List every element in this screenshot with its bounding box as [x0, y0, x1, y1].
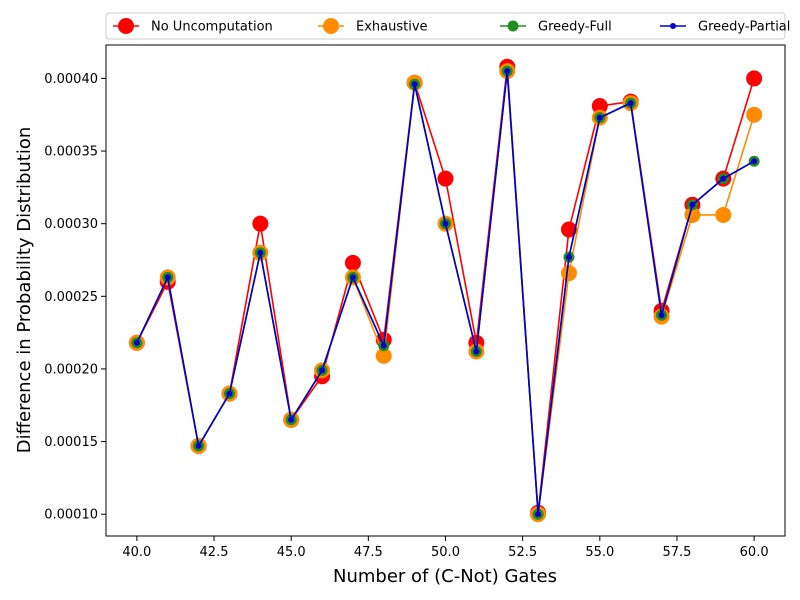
- x-tick-label: 42.5: [200, 545, 229, 560]
- y-tick-label: 0.00030: [44, 217, 98, 232]
- x-tick-label: 45.0: [277, 545, 306, 560]
- legend-marker: [670, 23, 676, 29]
- data-point: [344, 254, 361, 271]
- legend-label: No Uncomputation: [151, 20, 273, 35]
- y-tick-label: 0.00020: [44, 362, 98, 377]
- data-point: [442, 220, 449, 227]
- legend-label: Exhaustive: [356, 20, 428, 35]
- legend-item: No Uncomputation: [113, 18, 273, 35]
- legend-label: Greedy-Full: [538, 20, 612, 35]
- y-tick-label: 0.00025: [44, 290, 98, 305]
- x-axis-ticks: 40.0 42.5 45.0 47.5 50.0 52.5 55.0 57.5 60.0: [122, 536, 769, 560]
- legend-item: Greedy-Full: [500, 20, 612, 35]
- series-no-uncomputation: [128, 58, 763, 521]
- data-point: [473, 348, 480, 355]
- data-point: [288, 416, 295, 423]
- y-tick-label: 0.00015: [44, 435, 98, 450]
- data-point: [591, 98, 608, 115]
- data-point: [375, 347, 392, 364]
- x-tick-label: 57.5: [663, 545, 692, 560]
- data-point: [437, 170, 454, 187]
- series-line: [136, 71, 755, 515]
- data-point: [746, 70, 763, 87]
- data-point: [627, 100, 634, 107]
- x-tick-label: 52.5: [508, 545, 537, 560]
- y-tick-label: 0.00035: [44, 145, 98, 160]
- series-line: [136, 71, 755, 515]
- data-point: [504, 68, 511, 75]
- data-point: [195, 442, 202, 449]
- data-point: [380, 342, 387, 349]
- legend: No Uncomputation Exhaustive Greedy-Full Gre…: [105, 12, 790, 40]
- data-point: [596, 114, 603, 121]
- data-point: [133, 339, 140, 346]
- data-point: [226, 390, 233, 397]
- x-tick-label: 40.0: [122, 545, 151, 560]
- series-greedy-partial: [133, 68, 758, 518]
- data-point: [560, 221, 577, 238]
- data-point: [164, 274, 171, 281]
- data-point: [252, 215, 269, 232]
- x-tick-label: 50.0: [431, 545, 460, 560]
- legend-item: Greedy-Partial: [660, 20, 790, 35]
- data-point: [715, 206, 732, 223]
- y-axis-ticks: 0.00010 0.00015 0.00020 0.00025 0.00030 0.000…: [44, 72, 106, 523]
- data-point: [565, 254, 572, 261]
- data-point: [720, 175, 727, 182]
- series-line: [136, 71, 755, 515]
- legend-label: Greedy-Partial: [698, 20, 790, 35]
- data-point: [689, 201, 696, 208]
- data-point: [257, 249, 264, 256]
- y-tick-label: 0.00010: [44, 508, 98, 523]
- legend-frame: [105, 12, 786, 40]
- data-point: [658, 312, 665, 319]
- x-tick-label: 47.5: [354, 545, 383, 560]
- series-line: [136, 66, 755, 513]
- y-tick-label: 0.00040: [44, 72, 98, 87]
- data-point: [535, 511, 542, 518]
- data-point: [746, 106, 763, 123]
- legend-marker: [507, 20, 519, 32]
- data-point: [411, 81, 418, 88]
- x-axis-label: Number of (C-Not) Gates: [333, 566, 557, 587]
- series-greedy-full: [131, 65, 760, 520]
- y-axis-label: Difference in Probability Distribution: [14, 127, 35, 454]
- data-point: [319, 367, 326, 374]
- data-point: [751, 158, 758, 165]
- plot-frame: [105, 44, 786, 537]
- legend-marker: [323, 18, 339, 34]
- x-tick-label: 55.0: [585, 545, 614, 560]
- data-point: [349, 274, 356, 281]
- legend-item: Exhaustive: [318, 18, 428, 35]
- series-layer: [128, 58, 763, 523]
- legend-marker: [118, 18, 134, 34]
- x-tick-label: 60.0: [740, 545, 769, 560]
- data-point: [560, 265, 577, 282]
